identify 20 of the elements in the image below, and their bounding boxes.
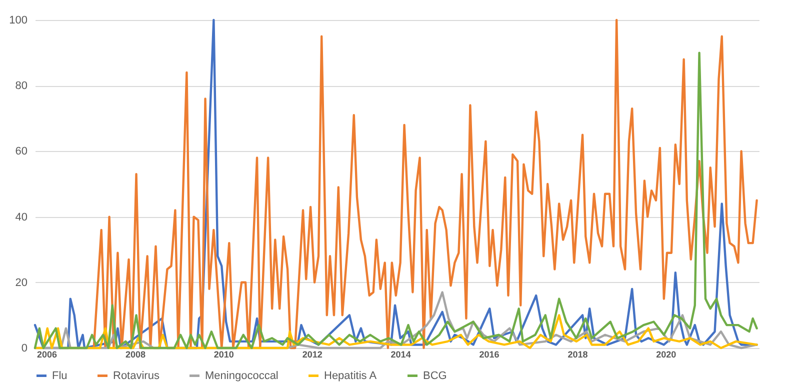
legend-label: Hepatitis A xyxy=(324,370,378,382)
legend-label: Rotavirus xyxy=(113,370,160,382)
y-tick-label: 80 xyxy=(15,80,28,92)
legend-label: Meningococcal xyxy=(205,370,278,382)
x-tick-label: 2008 xyxy=(125,350,146,360)
y-tick-label: 0 xyxy=(21,342,28,354)
x-tick-label: 2018 xyxy=(568,350,588,360)
y-tick-label: 100 xyxy=(9,14,28,26)
y-tick-label: 40 xyxy=(15,211,28,224)
x-tick-label: 2010 xyxy=(214,350,234,360)
x-tick-label: 2006 xyxy=(36,350,58,360)
x-tick-label: 2020 xyxy=(656,350,676,360)
legend-label: BCG xyxy=(423,370,447,382)
x-tick-label: 2012 xyxy=(302,350,322,360)
x-tick-label: 2014 xyxy=(390,350,411,360)
y-tick-label: 20 xyxy=(15,276,28,289)
legend-label: Flu xyxy=(52,370,68,382)
y-tick-label: 60 xyxy=(15,146,28,158)
x-tick-label: 2016 xyxy=(479,350,500,360)
line-series xyxy=(34,314,758,350)
